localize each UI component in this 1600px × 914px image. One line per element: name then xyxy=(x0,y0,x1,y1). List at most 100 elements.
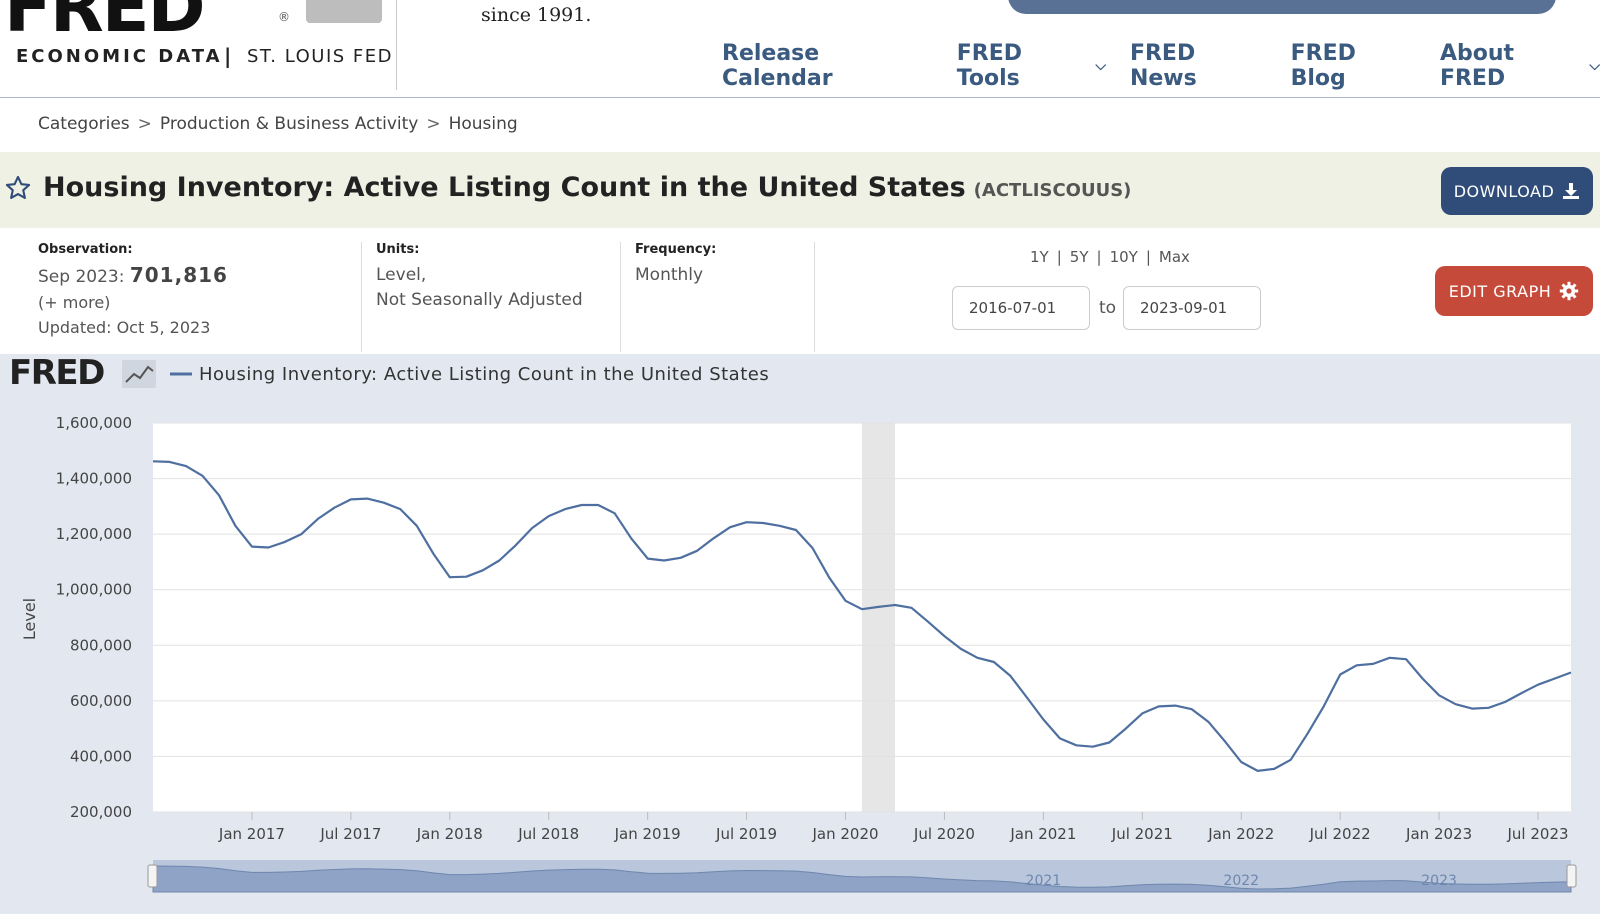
range-max[interactable]: Max xyxy=(1158,248,1190,266)
site-header: FRED ® ECONOMIC DATA | ST. LOUIS FED sin… xyxy=(0,0,1600,98)
observation-period: Sep 2023: xyxy=(38,267,125,287)
y-axis-label: Level xyxy=(20,598,39,640)
navigator-year-label: 2023 xyxy=(1421,873,1457,889)
fred-logo[interactable]: FRED xyxy=(4,0,206,48)
y-tick-label: 600,000 xyxy=(70,692,132,710)
breadcrumb-housing[interactable]: Housing xyxy=(448,114,518,134)
chart[interactable]: FRED Housing Inventory: Active Listing C… xyxy=(0,354,1600,914)
series-meta: Observation: Sep 2023: 701,816 (+ more) … xyxy=(0,228,1600,354)
observation-value: 701,816 xyxy=(129,263,228,287)
nav-about-fred[interactable]: About FRED ⌵ xyxy=(1440,41,1600,91)
logo-subtitle-st-louis-fed: ST. LOUIS FED xyxy=(247,46,394,67)
navigator-series-area xyxy=(152,865,1572,893)
frequency-label: Frequency: xyxy=(635,242,717,257)
observation-label: Observation: xyxy=(38,242,133,257)
navigator-year-label: 2021 xyxy=(1026,873,1062,889)
navigator-year-label: 2022 xyxy=(1223,873,1259,889)
nav-label: FRED Tools xyxy=(956,41,1023,91)
logo-subtitle-separator: | xyxy=(224,44,232,68)
x-tick-label: Jan 2022 xyxy=(1207,825,1274,843)
nav-label: About FRED xyxy=(1439,41,1515,91)
units-line1: Level, xyxy=(376,265,427,285)
x-tick-label: Jan 2018 xyxy=(416,825,483,843)
chart-brand-logo: FRED xyxy=(9,354,104,393)
units-label: Units: xyxy=(376,242,420,257)
units-line2: Not Seasonally Adjusted xyxy=(376,290,583,310)
observation-block: Observation: Sep 2023: 701,816 (+ more) … xyxy=(38,242,228,340)
y-tick-label: 1,600,000 xyxy=(56,414,132,432)
search-bar[interactable] xyxy=(1008,0,1556,14)
x-tick-label: Jul 2022 xyxy=(1309,825,1371,843)
chevron-down-icon: ⌵ xyxy=(1589,58,1600,74)
range-links: 1Y | 5Y | 10Y | Max xyxy=(1030,248,1190,266)
to-label: to xyxy=(1099,298,1117,318)
series-id: (ACTLISCOUUS) xyxy=(973,180,1132,201)
nav-fred-news[interactable]: FRED News xyxy=(1130,41,1267,91)
nav-label: FRED News xyxy=(1129,41,1197,91)
range-10y[interactable]: 10Y xyxy=(1109,248,1138,266)
chart-legend: FRED Housing Inventory: Active Listing C… xyxy=(9,354,769,393)
range-navigator[interactable]: 2021 2022 2023 xyxy=(147,860,1577,893)
nav-label: FRED Blog xyxy=(1290,41,1356,91)
nav-label: Release Calendar xyxy=(722,41,833,91)
main-nav: Release Calendar FRED Tools ⌵ FRED News F… xyxy=(722,41,1600,91)
nav-fred-tools[interactable]: FRED Tools ⌵ xyxy=(957,41,1106,91)
x-tick-label: Jan 2020 xyxy=(811,825,878,843)
meta-divider xyxy=(814,242,815,352)
registered-mark: ® xyxy=(278,10,290,24)
y-tick-label: 1,200,000 xyxy=(56,525,132,543)
frequency-value: Monthly xyxy=(635,265,704,285)
more-link[interactable]: (+ more) xyxy=(38,293,111,312)
date-to-input[interactable] xyxy=(1123,286,1261,330)
download-icon xyxy=(1563,183,1580,199)
x-tick-label: Jan 2017 xyxy=(218,825,285,843)
x-tick-label: Jul 2018 xyxy=(517,825,579,843)
breadcrumb-separator: > xyxy=(426,114,441,134)
title-band: Housing Inventory: Active Listing Count … xyxy=(0,152,1600,228)
logo-subtitle-economic-data: ECONOMIC DATA xyxy=(16,46,223,67)
updated-text: Updated: Oct 5, 2023 xyxy=(38,318,211,337)
navigator-right-handle[interactable] xyxy=(1566,864,1577,888)
x-tick-label: Jan 2019 xyxy=(614,825,681,843)
y-tick-label: 1,000,000 xyxy=(56,581,132,599)
units-block: Units: Level, Not Seasonally Adjusted xyxy=(376,242,583,313)
x-tick-label: Jul 2021 xyxy=(1111,825,1173,843)
range-separator: | xyxy=(1096,248,1102,266)
range-separator: | xyxy=(1056,248,1062,266)
breadcrumb-separator: > xyxy=(137,114,152,134)
edit-graph-button[interactable]: EDIT GRAPH xyxy=(1435,266,1593,316)
download-button[interactable]: DOWNLOAD xyxy=(1441,167,1593,215)
navigator-left-handle[interactable] xyxy=(147,864,158,888)
y-tick-label: 200,000 xyxy=(70,803,132,821)
y-tick-label: 800,000 xyxy=(70,636,132,654)
nav-release-calendar[interactable]: Release Calendar xyxy=(722,41,933,91)
nav-fred-blog[interactable]: FRED Blog xyxy=(1291,41,1416,91)
chevron-down-icon: ⌵ xyxy=(1095,58,1106,74)
gear-icon xyxy=(1560,281,1579,301)
download-label: DOWNLOAD xyxy=(1453,181,1555,201)
x-tick-label: Jul 2023 xyxy=(1506,825,1568,843)
y-tick-label: 1,400,000 xyxy=(56,470,132,488)
x-tick-label: Jul 2019 xyxy=(715,825,777,843)
range-separator: | xyxy=(1145,248,1151,266)
breadcrumb-categories[interactable]: Categories xyxy=(38,114,130,134)
series-line[interactable] xyxy=(152,460,1572,772)
chart-logo-icon xyxy=(122,360,156,388)
observation-values: Sep 2023: 701,816 (+ more) Updated: Oct … xyxy=(38,263,228,340)
units-values: Level, Not Seasonally Adjusted xyxy=(376,263,583,313)
logo-graph-icon xyxy=(306,0,382,23)
recession-shading xyxy=(862,423,895,812)
edit-graph-label: EDIT GRAPH xyxy=(1448,281,1552,301)
breadcrumb-production[interactable]: Production & Business Activity xyxy=(159,114,419,134)
meta-divider xyxy=(361,242,362,352)
header-divider xyxy=(396,0,397,90)
date-from-input[interactable] xyxy=(952,286,1090,330)
frequency-block: Frequency: Monthly xyxy=(635,242,716,288)
meta-divider xyxy=(620,242,621,352)
legend-label: Housing Inventory: Active Listing Count … xyxy=(199,364,769,385)
range-1y[interactable]: 1Y xyxy=(1030,248,1049,266)
range-5y[interactable]: 5Y xyxy=(1069,248,1089,266)
title-text: Housing Inventory: Active Listing Count … xyxy=(43,172,966,203)
x-tick-label: Jul 2017 xyxy=(319,825,381,843)
star-icon[interactable] xyxy=(4,174,32,202)
